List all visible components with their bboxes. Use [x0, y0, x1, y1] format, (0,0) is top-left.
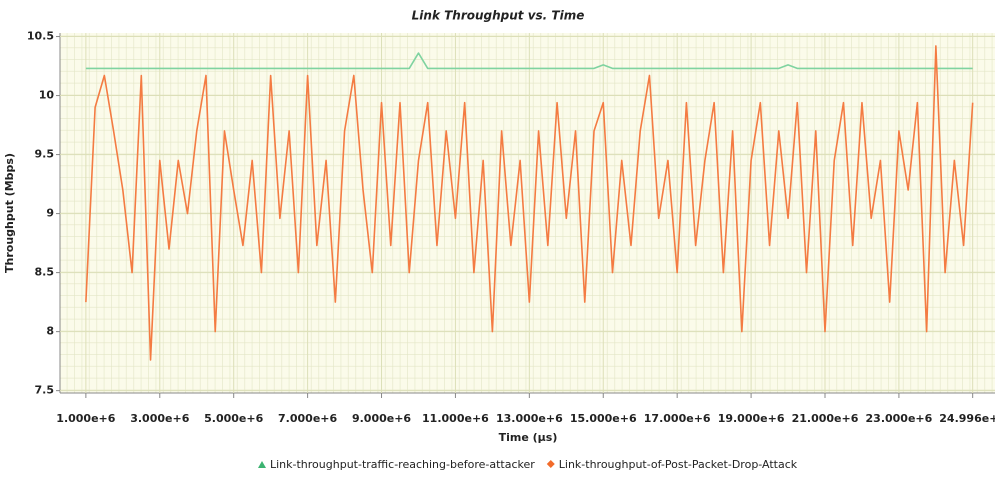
x-tick-label: 7.000e+6 — [278, 412, 337, 425]
y-tick-label: 9.5 — [35, 148, 55, 161]
legend-item: Link-throughput-of-Post-Packet-Drop-Atta… — [546, 458, 798, 471]
x-axis-title: Time (μs) — [499, 431, 558, 444]
series-line — [85, 45, 974, 361]
x-tick-label: 19.000e+6 — [718, 412, 785, 425]
series-line — [85, 52, 973, 70]
y-axis-title: Throughput (Mbps) — [3, 153, 16, 273]
y-tick-label: 8.5 — [35, 266, 55, 279]
legend-marker — [258, 461, 266, 468]
legend-marker — [546, 460, 555, 468]
x-tick-label: 21.000e+6 — [792, 412, 859, 425]
y-tick-label: 10 — [39, 89, 55, 102]
y-tick-label: 10.5 — [27, 30, 54, 43]
x-tick-label: 24.996e+6 — [939, 412, 995, 425]
chart-title: Link Throughput vs. Time — [412, 9, 585, 23]
x-tick-label: 9.000e+6 — [352, 412, 411, 425]
x-tick-label: 15.000e+6 — [570, 412, 637, 425]
x-tick-label: 11.000e+6 — [422, 412, 489, 425]
x-tick-label: 13.000e+6 — [496, 412, 563, 425]
x-tick-label: 3.000e+6 — [130, 412, 189, 425]
x-tick-label: 1.000e+6 — [56, 412, 115, 425]
minor-grid — [60, 33, 995, 393]
y-tick-label: 8 — [46, 325, 54, 338]
legend-label: Link-throughput-of-Post-Packet-Drop-Atta… — [559, 458, 798, 471]
x-tick-label: 23.000e+6 — [866, 412, 933, 425]
x-tick-label: 5.000e+6 — [204, 412, 263, 425]
x-tick-label: 17.000e+6 — [644, 412, 711, 425]
y-tick-label: 7.5 — [35, 384, 55, 397]
y-tick-label: 9 — [46, 207, 54, 220]
legend-label: Link-throughput-traffic-reaching-before-… — [270, 458, 535, 471]
legend-item: Link-throughput-traffic-reaching-before-… — [258, 458, 535, 471]
legend: Link-throughput-traffic-reaching-before-… — [258, 458, 798, 471]
